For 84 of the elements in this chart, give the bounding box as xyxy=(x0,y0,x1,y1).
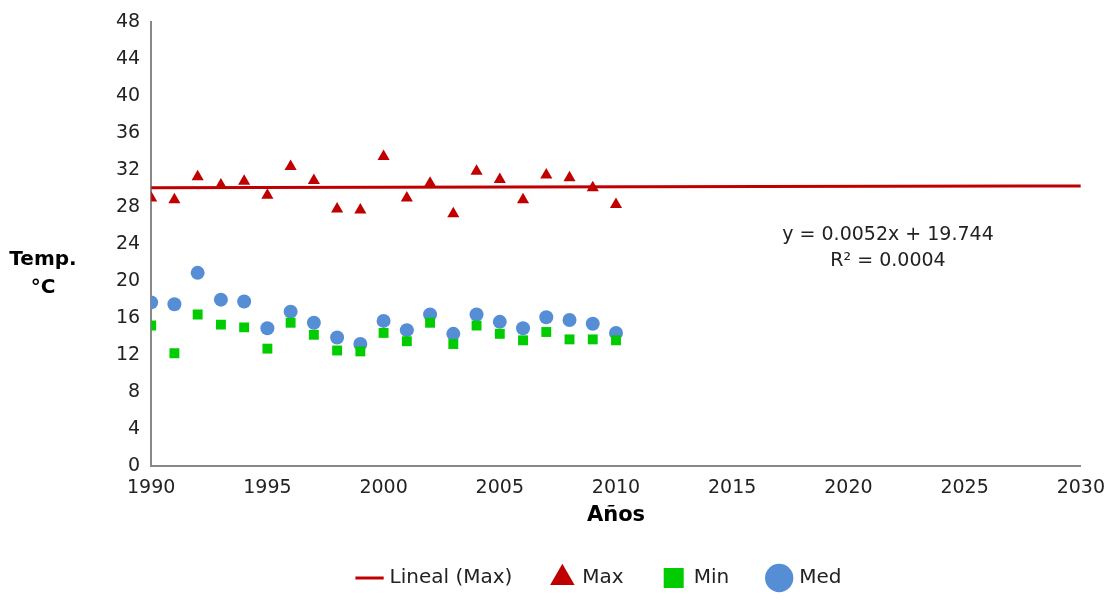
point xyxy=(377,149,390,160)
y-tick-label: 44 xyxy=(115,46,141,69)
point xyxy=(213,292,228,307)
point xyxy=(609,197,623,208)
y-tick-label: 12 xyxy=(115,342,141,365)
point xyxy=(283,304,298,319)
point xyxy=(585,316,600,331)
point xyxy=(518,335,528,346)
point xyxy=(563,170,576,182)
point xyxy=(399,323,414,338)
y-tick-label: 0 xyxy=(128,452,141,475)
point xyxy=(541,327,552,337)
y-tick-label: 28 xyxy=(115,194,141,217)
x-tick-label: 2025 xyxy=(940,475,989,498)
x-tick-label: 2030 xyxy=(1056,475,1105,498)
x-axis-title: Años xyxy=(586,501,646,526)
point xyxy=(446,326,461,341)
point xyxy=(493,172,506,184)
point xyxy=(190,265,205,280)
x-tick-label: 1995 xyxy=(243,475,292,498)
point xyxy=(306,315,321,330)
point xyxy=(516,321,531,336)
x-tick-label: 1990 xyxy=(127,475,176,498)
point xyxy=(332,345,343,356)
legend-label: Lineal (Max) xyxy=(389,564,513,589)
legend-label: Med xyxy=(799,564,842,589)
point xyxy=(284,159,297,171)
legend-label: Min xyxy=(693,564,730,589)
point xyxy=(400,190,413,202)
point xyxy=(330,330,345,345)
point xyxy=(261,188,274,199)
x-tick-label: 2020 xyxy=(824,475,873,498)
annotation: R² = 0.0004 xyxy=(829,247,947,272)
point xyxy=(192,309,203,320)
point xyxy=(448,339,459,349)
point xyxy=(401,336,412,347)
y-tick-label: 32 xyxy=(115,157,141,180)
point xyxy=(540,167,553,179)
point xyxy=(215,319,226,330)
point xyxy=(262,343,273,354)
point xyxy=(378,327,389,338)
point xyxy=(587,334,598,345)
y-tick-label: 40 xyxy=(115,83,141,106)
point xyxy=(238,174,251,185)
point xyxy=(355,346,366,357)
point xyxy=(376,313,391,328)
point xyxy=(331,202,344,213)
point xyxy=(168,192,181,204)
point xyxy=(285,317,296,328)
point xyxy=(471,320,482,331)
y-tick-label: 8 xyxy=(128,379,141,401)
y-tick-label: 16 xyxy=(115,305,141,328)
x-tick-label: 2005 xyxy=(475,475,524,498)
point xyxy=(539,310,554,325)
point xyxy=(354,203,367,214)
point xyxy=(425,317,436,328)
annotation: y = 0.0052x + 19.744 xyxy=(781,221,995,246)
point xyxy=(516,192,530,204)
y-tick-label: 20 xyxy=(115,268,141,291)
y-tick-label: 24 xyxy=(115,231,141,254)
y-axis-title: Temp. °C xyxy=(8,245,78,300)
point xyxy=(447,206,460,218)
point xyxy=(191,169,204,181)
point xyxy=(307,173,320,184)
x-tick-label: 2015 xyxy=(708,475,757,498)
point xyxy=(260,321,275,336)
point xyxy=(470,164,483,175)
point xyxy=(494,328,505,339)
point xyxy=(611,335,621,346)
point xyxy=(492,314,507,329)
point xyxy=(308,329,319,340)
point xyxy=(469,307,484,322)
legend-label: Max xyxy=(582,564,624,589)
y-tick-label: 48 xyxy=(115,9,141,32)
point xyxy=(239,322,250,333)
point xyxy=(562,312,577,327)
y-tick-label: 4 xyxy=(128,415,141,438)
point xyxy=(564,334,575,345)
x-tick-label: 2000 xyxy=(359,475,408,498)
point xyxy=(169,348,180,359)
x-tick-label: 2010 xyxy=(591,475,641,498)
point xyxy=(167,297,182,312)
point xyxy=(237,294,252,309)
y-tick-label: 36 xyxy=(115,120,141,143)
